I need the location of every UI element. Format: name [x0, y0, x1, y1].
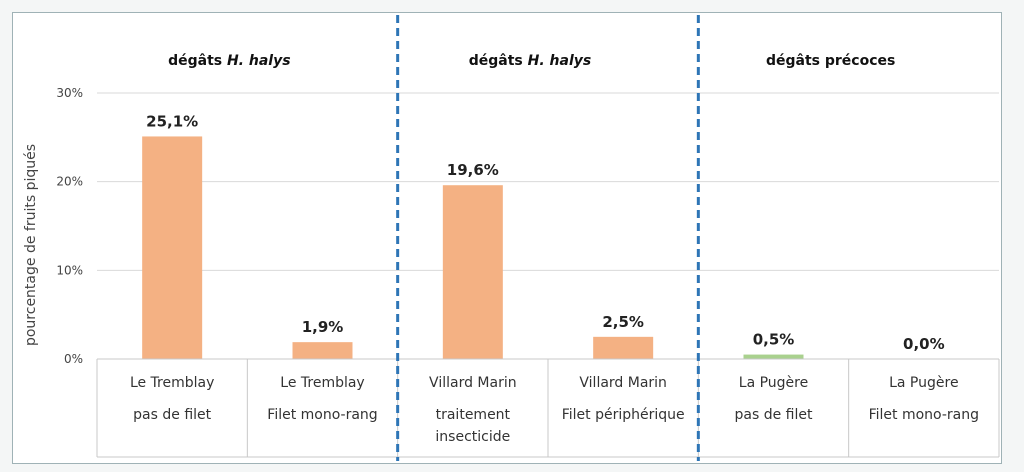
value-label: 1,9%: [302, 318, 344, 336]
category-label: pas de filet: [735, 407, 813, 423]
y-axis-ticks: 0% 10% 20% 30%: [56, 86, 83, 366]
value-label: 0,0%: [903, 335, 945, 353]
bars: [142, 136, 804, 359]
section-titles: dégâts H. halys dégâts H. halys dégâts pré…: [168, 53, 895, 69]
y-tick-label: 0%: [64, 352, 83, 366]
y-axis-label: pourcentage de fruits piqués: [23, 144, 39, 346]
bar: [142, 136, 203, 359]
section-title-text: dégâts: [469, 53, 528, 69]
section-title-text: dégâts: [168, 53, 227, 69]
section-title: dégâts précoces: [766, 53, 895, 69]
category-label: Le Tremblay: [130, 375, 214, 391]
gridlines: [97, 92, 999, 360]
category-label: insecticide: [435, 429, 510, 445]
y-tick-label: 30%: [56, 86, 83, 100]
y-tick-label: 10%: [56, 263, 83, 277]
y-tick-label: 20%: [56, 175, 83, 189]
category-label: Filet mono-rang: [869, 407, 979, 423]
value-label: 25,1%: [146, 112, 198, 130]
category-table: [96, 358, 1000, 458]
section-title-text: dégâts précoces: [766, 53, 895, 69]
bar: [292, 342, 353, 359]
value-label: 0,5%: [753, 331, 795, 349]
category-label: pas de filet: [133, 407, 211, 423]
value-labels: 25,1% 1,9% 19,6% 2,5% 0,5% 0,0%: [146, 112, 944, 353]
chart-frame: 0% 10% 20% 30% pourcentage de fruits piqués…: [12, 12, 1002, 464]
section-title: dégâts H. halys: [469, 53, 591, 69]
section-title-species: H. halys: [227, 53, 291, 69]
category-labels: Le Tremblay pas de filet Le Tremblay Filet …: [130, 375, 979, 445]
category-label: Le Tremblay: [280, 375, 364, 391]
bar: [442, 185, 503, 359]
category-label: Filet périphérique: [562, 407, 685, 423]
section-title: dégâts H. halys: [168, 53, 290, 69]
section-title-species: H. halys: [528, 53, 592, 69]
bar: [743, 354, 804, 359]
category-label: Filet mono-rang: [267, 407, 377, 423]
value-label: 19,6%: [447, 161, 499, 179]
bar: [593, 336, 654, 359]
bar-chart: 0% 10% 20% 30% pourcentage de fruits piqués…: [23, 15, 1000, 461]
category-label: La Pugère: [739, 375, 808, 391]
category-label: La Pugère: [889, 375, 958, 391]
value-label: 2,5%: [602, 313, 644, 331]
category-label: Villard Marin: [579, 375, 667, 391]
category-label: Villard Marin: [429, 375, 517, 391]
category-label: traitement: [436, 407, 511, 423]
section-dividers: [396, 15, 700, 461]
